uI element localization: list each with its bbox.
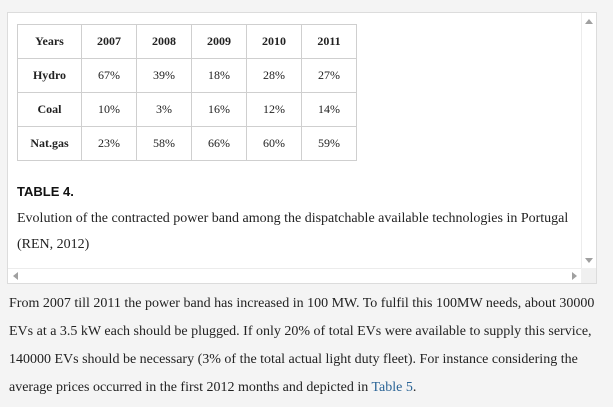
table-content-area: Years 2007 2008 2009 2010 2011 Hydro 67%… [8,13,583,269]
header-cell-2008: 2008 [136,24,192,59]
table-cell: 16% [191,92,247,127]
header-cell-2010: 2010 [246,24,302,59]
table-cell: 59% [301,126,357,161]
table-cell: 12% [246,92,302,127]
header-cell-2007: 2007 [81,24,137,59]
row-label-natgas: Nat.gas [17,126,82,161]
table-label: TABLE 4. [17,184,74,199]
table-cell: 3% [136,92,192,127]
row-label-coal: Coal [17,92,82,127]
table-cell: 27% [301,58,357,93]
table-cell: 14% [301,92,357,127]
table-cell: 39% [136,58,192,93]
header-cell-2009: 2009 [191,24,247,59]
paragraph-text-end: . [412,380,417,395]
scroll-left-arrow-icon[interactable] [13,272,18,280]
table-cell: 28% [246,58,302,93]
table-5-link[interactable]: Table 5 [371,380,413,395]
table-cell: 18% [191,58,247,93]
header-cell-years: Years [17,24,82,59]
scroll-right-arrow-icon[interactable] [572,272,577,280]
table-row-hydro: Hydro 67% 39% 18% 28% 27% [17,58,357,93]
table-cell: 67% [81,58,137,93]
table-row-natgas: Nat.gas 23% 58% 66% 60% 59% [17,126,357,161]
table-scroll-container[interactable]: Years 2007 2008 2009 2010 2011 Hydro 67%… [7,12,597,284]
table-cell: 60% [246,126,302,161]
scroll-up-arrow-icon[interactable] [585,19,593,24]
table-row-coal: Coal 10% 3% 16% 12% 14% [17,92,357,127]
table-caption: Evolution of the contracted power band a… [17,211,569,252]
scroll-down-arrow-icon[interactable] [585,258,593,263]
table-cell: 23% [81,126,137,161]
paragraph-text: From 2007 till 2011 the power band has i… [9,296,595,395]
body-paragraph: From 2007 till 2011 the power band has i… [9,290,605,402]
table-header-row: Years 2007 2008 2009 2010 2011 [17,24,357,59]
power-band-table: Years 2007 2008 2009 2010 2011 Hydro 67%… [17,24,357,161]
scrollbar-corner [581,268,596,283]
table-cell: 10% [81,92,137,127]
table-cell: 66% [191,126,247,161]
row-label-hydro: Hydro [17,58,82,93]
header-cell-2011: 2011 [301,24,357,59]
vertical-scrollbar[interactable] [581,13,596,269]
horizontal-scrollbar[interactable] [8,268,583,283]
table-cell: 58% [136,126,192,161]
